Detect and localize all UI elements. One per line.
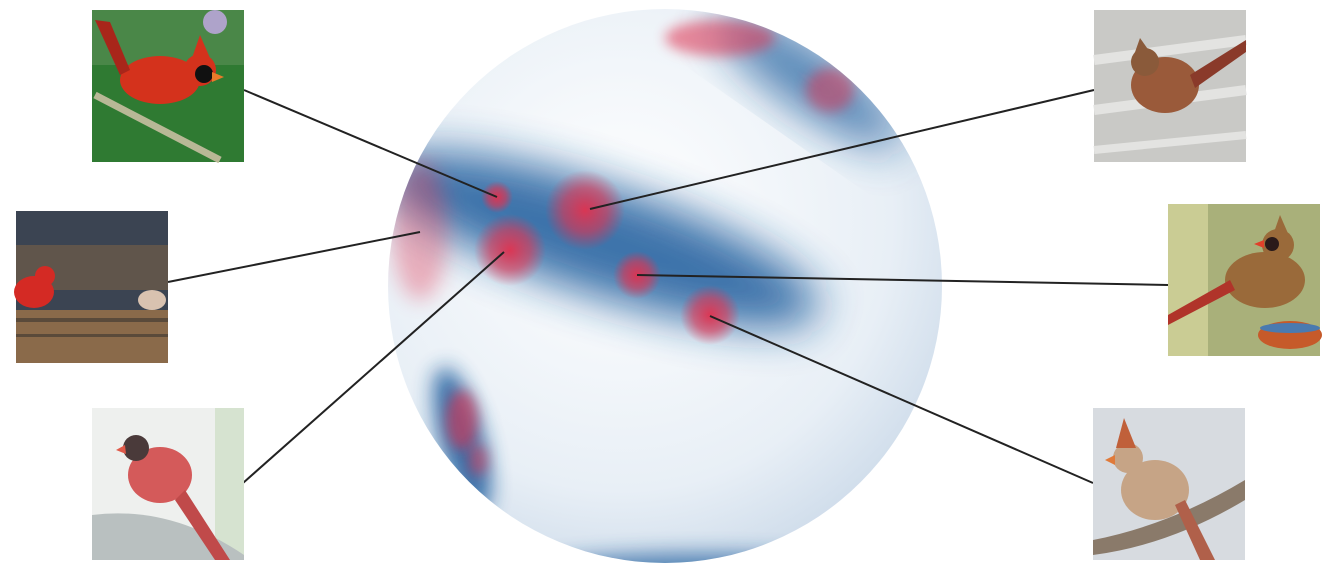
embedding-point-3: [474, 214, 546, 286]
density-spot-top-right: [806, 68, 854, 112]
thumbnail-male-cardinal-on-branch: [92, 10, 244, 164]
embedding-point-2: [545, 170, 625, 250]
density-band-bottom: [510, 553, 890, 563]
connector-line-5: [636, 274, 1169, 286]
thumbnail-group: [14, 10, 1322, 560]
thumbnail-3-bird: [128, 447, 192, 503]
density-spot-left-edge: [392, 160, 448, 300]
connector-lines: [167, 89, 1169, 484]
density-spot-top: [665, 20, 775, 56]
thumbnail-female-cardinal-on-deck: [1093, 10, 1247, 162]
thumbnail-red-cardinal-on-wooden-fence: [14, 211, 168, 363]
embedding-point-5: [680, 285, 740, 345]
thumbnail-1-bird: [120, 56, 200, 104]
connector-line-4: [589, 89, 1095, 210]
connector-line-1: [243, 89, 498, 198]
connector-line-6: [709, 315, 1094, 484]
thumbnail-female-cardinal-at-feeder: [1168, 204, 1322, 356]
density-sphere: [388, 9, 942, 563]
connector-line-3: [242, 251, 505, 484]
connector-line-2: [167, 231, 421, 283]
density-spot-lower-left: [446, 390, 478, 450]
thumbnail-faded-male-cardinal-on-pipe: [92, 408, 244, 560]
thumbnail-6-bird: [1121, 460, 1189, 520]
thumbnail-female-cardinal-on-snowy-branch: [1093, 408, 1245, 560]
density-spot-lower-left-2: [468, 444, 488, 476]
thumbnail-5-bird: [1225, 252, 1305, 308]
